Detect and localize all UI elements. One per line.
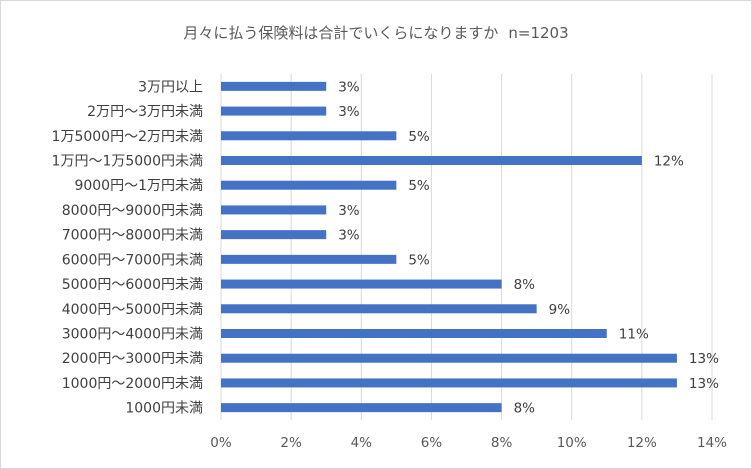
x-tick-label: 4%: [351, 435, 373, 451]
category-label: 3万円以上: [138, 79, 203, 95]
category-label: 9000円～1万円未満: [74, 178, 203, 194]
data-label: 8%: [514, 277, 536, 293]
bar: [221, 353, 677, 363]
x-axis-tick-labels: 0% 2% 4% 6% 8% 10% 12% 14%: [210, 435, 727, 451]
data-label: 5%: [408, 252, 430, 268]
category-label: 1万円～1万5000円未満: [52, 154, 203, 170]
data-label: 3%: [338, 228, 360, 244]
category-label: 6000円～7000円未満: [62, 252, 203, 268]
data-label: 5%: [408, 129, 430, 145]
category-label: 2000円～3000円未満: [62, 351, 203, 367]
data-label: 13%: [689, 376, 719, 392]
x-tick-label: 6%: [421, 435, 443, 451]
data-labels: 3% 3% 5% 12% 5% 3% 3% 5% 8% 9% 11% 13% 13% 8%: [338, 79, 719, 416]
category-label: 2万円～3万円未満: [87, 104, 203, 120]
data-label: 3%: [338, 203, 360, 219]
category-label: 1万5000円～2万円未満: [52, 129, 203, 145]
data-label: 3%: [338, 79, 360, 95]
data-label: 13%: [689, 351, 719, 367]
bar: [221, 254, 397, 264]
x-tick-label: 2%: [280, 435, 302, 451]
chart-title-group: 月々に払う保険料は合計でいくらになりますか n=1203: [183, 24, 568, 42]
x-tick-label: 0%: [210, 435, 232, 451]
category-label: 3000円～4000円未満: [62, 327, 203, 343]
category-label: 5000円～6000円未満: [62, 277, 203, 293]
x-tick-label: 10%: [557, 435, 587, 451]
bar: [221, 131, 397, 141]
chart-title: 月々に払う保険料は合計でいくらになりますか n=1203: [183, 24, 568, 42]
category-labels: 3万円以上 2万円～3万円未満 1万5000円～2万円未満 1万円～1万5000円未満…: [52, 79, 203, 416]
data-label: 5%: [408, 178, 430, 194]
x-tick-label: 12%: [627, 435, 657, 451]
x-tick-label: 14%: [697, 435, 727, 451]
category-label: 1000円未満: [125, 401, 203, 417]
bar: [221, 205, 327, 215]
data-label: 8%: [514, 401, 536, 417]
data-label: 3%: [338, 104, 360, 120]
bar: [221, 106, 327, 116]
bars: [221, 81, 677, 413]
data-label: 11%: [619, 327, 649, 343]
bar: [221, 403, 502, 413]
category-label: 4000円～5000円未満: [62, 302, 203, 318]
bar: [221, 156, 642, 165]
gridlines: [220, 74, 713, 420]
category-label: 7000円～8000円未満: [62, 228, 203, 244]
bar: [221, 230, 327, 240]
x-tick-label: 8%: [491, 435, 513, 451]
category-label: 8000円～9000円未満: [62, 203, 203, 219]
bar: [221, 180, 397, 190]
category-label: 1000円～2000円未満: [62, 376, 203, 392]
bar: [221, 378, 677, 388]
bar: [221, 279, 502, 289]
data-label: 12%: [654, 154, 684, 170]
bar: [221, 81, 327, 91]
bar: [221, 329, 607, 338]
bar: [221, 304, 537, 314]
data-label: 9%: [549, 302, 571, 318]
